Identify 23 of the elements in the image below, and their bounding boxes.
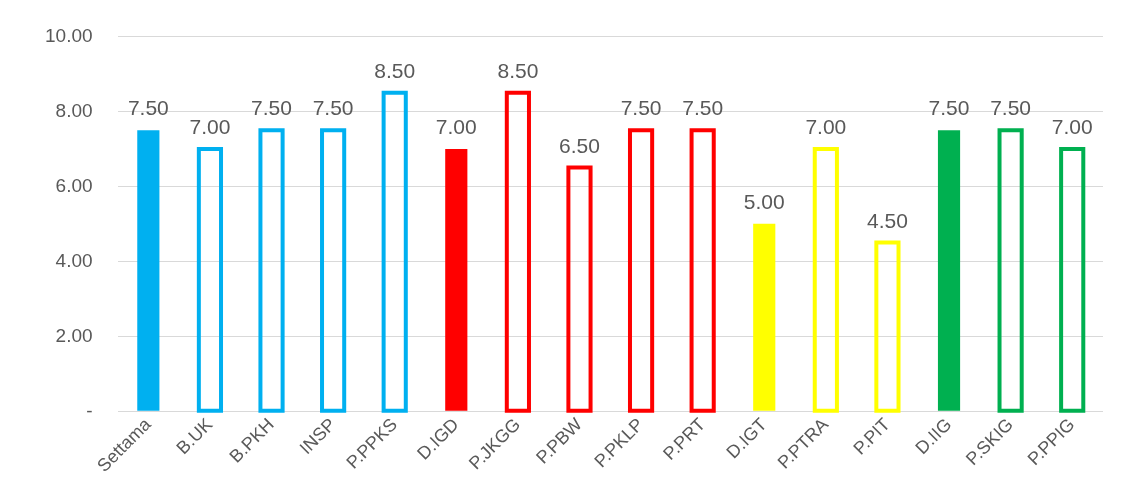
data-label: 4.50 xyxy=(866,208,908,232)
data-label: 7.50 xyxy=(312,96,354,120)
data-label: 7.50 xyxy=(990,96,1032,120)
data-label: 7.50 xyxy=(682,96,724,120)
data-label: 8.50 xyxy=(497,58,539,82)
y-tick-label: 8.00 xyxy=(55,99,93,121)
y-tick-label: 10.00 xyxy=(45,24,93,46)
y-tick-label: 2.00 xyxy=(55,324,93,346)
data-label: 7.00 xyxy=(1051,115,1093,139)
data-label: 8.50 xyxy=(374,58,416,82)
data-label: 6.50 xyxy=(559,133,600,157)
data-label: 5.00 xyxy=(743,190,785,214)
data-label: 7.50 xyxy=(620,96,662,120)
data-label: 7.50 xyxy=(251,96,292,120)
y-tick-label: - xyxy=(86,399,93,421)
data-label: 7.00 xyxy=(435,115,477,139)
data-label: 7.00 xyxy=(805,115,847,139)
y-tick-label: 4.00 xyxy=(55,249,93,271)
data-label: 7.00 xyxy=(189,115,231,139)
y-tick-label: 6.00 xyxy=(55,174,93,196)
data-label: 7.50 xyxy=(928,96,970,120)
data-label: 7.50 xyxy=(127,96,169,120)
bar xyxy=(753,223,776,411)
